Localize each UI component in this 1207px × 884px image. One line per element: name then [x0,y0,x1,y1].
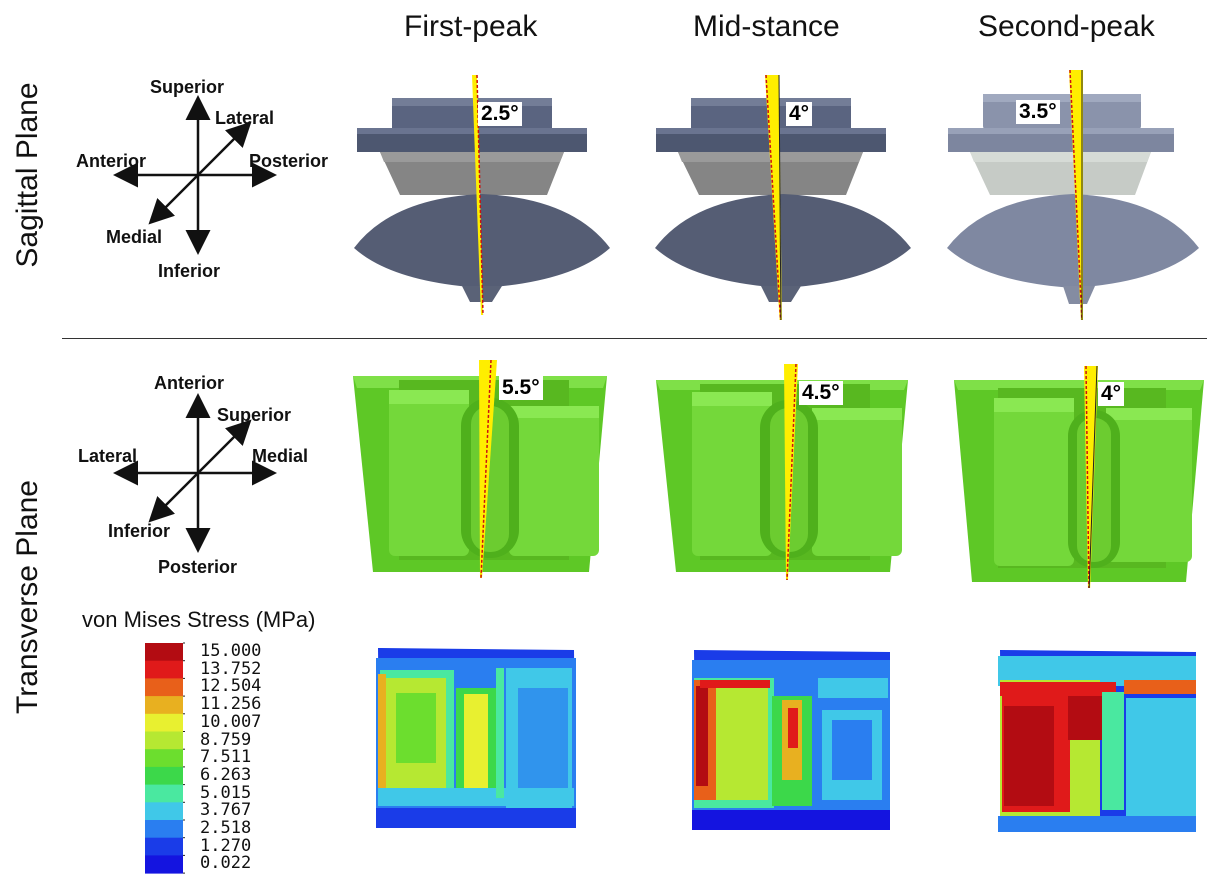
legend-value: 10.007 [200,711,262,732]
legend-value: 3.767 [200,800,252,821]
column-title-second-peak: Second-peak [978,10,1155,43]
sagittal-axis-left: Anterior [76,151,147,171]
legend-value: 1.270 [200,835,252,856]
legend-swatch [145,820,183,839]
legend-value: 5.015 [200,782,252,803]
legend-value: 15.000 [200,641,262,661]
legend-swatch [145,713,183,732]
row-title-transverse: Transverse Plane [11,480,44,714]
sagittal-angle-mid-stance: 4° [786,102,813,126]
legend-swatch [145,749,183,768]
stress-map-second-peak [998,650,1196,832]
transverse-angle-first-peak: 5.5° [499,376,543,400]
transverse-axis-up: Anterior [154,373,225,393]
legend-value: 2.518 [200,818,252,839]
legend-value: 6.263 [200,764,252,785]
sagittal-axes-diagram [113,95,277,255]
legend-swatch [145,731,183,750]
sagittal-axis-right: Posterior [249,151,329,171]
legend-value: 13.752 [200,658,262,679]
legend-swatch [145,678,183,697]
transverse-axis-right: Medial [252,446,309,466]
legend-color-bar [145,642,185,874]
column-title-first-peak: First-peak [404,10,538,43]
legend-swatch [145,784,183,803]
legend-swatch [145,696,183,715]
legend-swatch [145,855,183,874]
transverse-insert-mid-stance [656,363,908,580]
transverse-insert-first-peak [353,359,607,579]
transverse-axis-left: Lateral [78,446,138,466]
legend-value: 8.759 [200,729,252,750]
sagittal-axis-down: Inferior [158,261,221,281]
legend-swatch [145,660,183,679]
sagittal-implant-second-peak [947,70,1199,320]
row-title-sagittal: Sagittal Plane [11,82,44,268]
legend-value: 11.256 [200,694,262,715]
legend-swatch [145,766,183,786]
legend-value: 7.511 [200,747,252,768]
sagittal-axis-up: Superior [150,77,225,97]
row-divider [62,338,1207,339]
legend-swatch [145,802,183,821]
sagittal-angle-second-peak: 3.5° [1016,100,1060,124]
legend-swatch [145,837,183,856]
transverse-axis-diag-up: Superior [217,405,292,425]
transverse-angle-mid-stance: 4.5° [799,381,843,405]
transverse-axes-diagram [113,393,277,553]
stress-map-first-peak [376,648,576,828]
stress-legend: 15.000 13.752 12.504 11.256 10.007 8.759 7.511… [145,637,325,877]
sagittal-axis-diag-up: Lateral [215,108,275,128]
legend-title: von Mises Stress (MPa) [82,607,316,632]
sagittal-implant-mid-stance [655,74,911,320]
column-title-mid-stance: Mid-stance [693,10,840,43]
sagittal-angle-first-peak: 2.5° [478,102,522,126]
stress-map-mid-stance [692,650,890,830]
legend-value: 12.504 [200,676,262,697]
legend-swatch [145,643,183,662]
transverse-angle-second-peak: 4° [1098,382,1125,406]
legend-value: 0.022 [200,853,252,874]
transverse-axis-down: Posterior [158,557,238,577]
transverse-insert-second-peak [954,365,1204,588]
sagittal-axis-diag-down: Medial [106,227,163,247]
transverse-axis-diag-down: Inferior [108,521,171,541]
legend-values: 15.000 13.752 12.504 11.256 10.007 8.759 7.511… [200,641,262,874]
